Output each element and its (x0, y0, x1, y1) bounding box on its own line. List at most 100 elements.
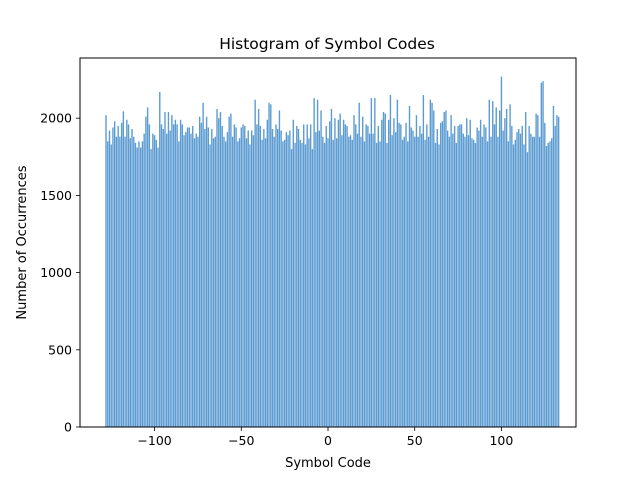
histogram-bar (388, 119, 390, 427)
histogram-bar (332, 139, 334, 427)
histogram-bar (351, 139, 353, 427)
histogram-bar (150, 149, 152, 427)
histogram-bar (308, 138, 310, 427)
histogram-bar (169, 130, 171, 427)
histogram-bar (145, 116, 147, 428)
histogram-bar (452, 133, 454, 427)
histogram-bar (361, 116, 364, 428)
histogram-bar (254, 99, 256, 427)
histogram-bar (122, 111, 125, 428)
histogram-bar (436, 129, 438, 427)
histogram-bar (360, 136, 362, 428)
histogram-bar (195, 133, 197, 427)
histogram-bar (479, 119, 482, 427)
histogram-bar (492, 101, 494, 427)
histogram-bar (389, 95, 392, 428)
histogram-bar (190, 133, 192, 427)
histogram-bar (202, 102, 204, 428)
histogram-bar (146, 107, 149, 427)
histogram-bar (349, 135, 352, 427)
histogram-bar (460, 124, 463, 427)
histogram-bar (138, 141, 140, 427)
histogram-bar (474, 142, 477, 428)
histogram-bar (296, 125, 298, 428)
histogram-bar (294, 142, 296, 428)
histogram-bar (504, 118, 506, 428)
histogram-bar (153, 135, 156, 427)
histogram-bar (523, 144, 525, 427)
histogram-bar (226, 132, 229, 428)
histogram-bar (233, 124, 236, 427)
histogram-bar (422, 95, 425, 428)
histogram-bar (401, 139, 404, 427)
histogram-bar (207, 127, 210, 427)
histogram-bar (315, 132, 317, 428)
y-tick-label: 1500 (40, 188, 72, 203)
histogram-bar (472, 139, 475, 427)
histogram-bar (266, 119, 268, 427)
histogram-bar (469, 119, 471, 427)
histogram-bar (171, 115, 173, 427)
histogram-bar (462, 133, 464, 427)
histogram-bar (384, 113, 386, 427)
histogram-bar (521, 125, 523, 428)
histogram-bar (381, 119, 383, 427)
histogram-bar (270, 104, 272, 427)
histogram-bar (192, 125, 194, 428)
histogram-bar (115, 136, 118, 428)
histogram-bar (342, 119, 345, 427)
histogram-bar (445, 110, 447, 428)
histogram-bar (556, 115, 558, 427)
histogram-bar (486, 141, 489, 427)
histogram-bar (551, 138, 553, 427)
histogram-bar (214, 136, 216, 428)
histogram-bar (200, 122, 203, 427)
histogram-bar (344, 124, 347, 427)
histogram-bar (160, 124, 163, 427)
histogram-bar (327, 138, 329, 427)
histogram-bar (127, 124, 130, 427)
histogram-bar (493, 124, 496, 427)
histogram-bar (386, 142, 388, 428)
histogram-bar (273, 136, 275, 428)
histogram-bar (124, 136, 126, 428)
histogram-bar (299, 139, 301, 427)
histogram-bar (533, 136, 536, 428)
histogram-bar (256, 124, 258, 427)
histogram-bar (417, 136, 419, 428)
plot-frame (79, 57, 577, 428)
y-tick-label: 500 (48, 342, 72, 357)
histogram-bar (263, 129, 265, 427)
histogram-bar (133, 136, 135, 428)
histogram-bar (488, 99, 490, 427)
histogram-bar (446, 130, 449, 427)
histogram-bar (283, 139, 286, 427)
x-axis-title: Symbol Code (285, 456, 371, 471)
histogram-bar (148, 124, 151, 427)
histogram-bar (420, 133, 423, 427)
histogram-bar (519, 133, 522, 427)
histogram-bar (174, 119, 177, 427)
histogram-bar (538, 136, 541, 428)
histogram-bar (131, 129, 133, 427)
histogram-bar (528, 125, 530, 428)
histogram-bar (431, 102, 433, 428)
histogram-bar (292, 119, 295, 427)
histogram-bar (415, 115, 418, 427)
histogram-bar (183, 135, 185, 427)
histogram-bar (419, 125, 421, 428)
histogram-bar (237, 141, 239, 427)
y-tick-label: 1000 (40, 265, 72, 280)
histogram-bar (105, 115, 107, 427)
histogram-bar (268, 102, 270, 428)
histogram-bar (252, 135, 255, 427)
histogram-bar (499, 110, 501, 428)
histogram-bar (235, 127, 237, 427)
histogram-bar (313, 98, 315, 427)
histogram-bar (353, 115, 355, 427)
histogram-bar (547, 142, 549, 428)
histogram-bar (329, 121, 331, 428)
x-axis: −100 −50 0 50 100 (137, 427, 513, 448)
histogram-bar (193, 138, 196, 427)
